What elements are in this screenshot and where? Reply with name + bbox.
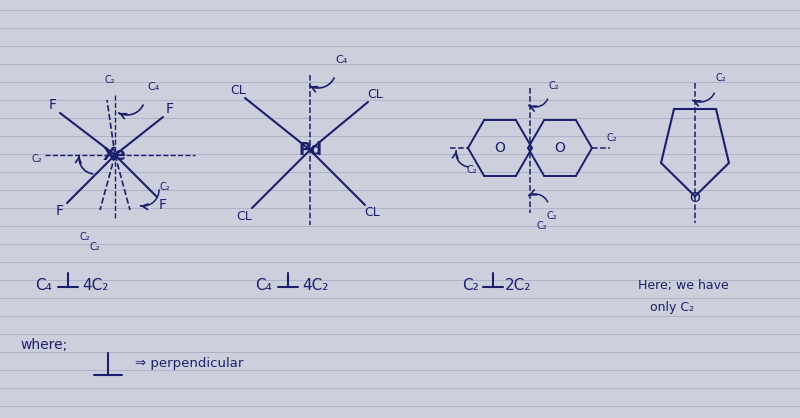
Text: Xe: Xe <box>103 146 127 164</box>
Text: C₂: C₂ <box>160 182 170 192</box>
Text: C₄: C₄ <box>35 278 52 293</box>
Text: C₄: C₄ <box>255 278 272 293</box>
Text: CL: CL <box>236 209 252 222</box>
Text: CL: CL <box>367 87 383 100</box>
Text: C₂: C₂ <box>549 81 559 91</box>
Text: O: O <box>494 141 506 155</box>
Text: F: F <box>49 98 57 112</box>
Text: only C₂: only C₂ <box>650 301 694 314</box>
Text: C₂: C₂ <box>537 221 547 231</box>
Text: C₂: C₂ <box>466 165 478 175</box>
Text: C₄: C₄ <box>147 82 159 92</box>
Text: O: O <box>690 191 701 205</box>
Text: 4C₂: 4C₂ <box>82 278 108 293</box>
Text: C₂: C₂ <box>105 75 115 85</box>
Text: C₂: C₂ <box>32 154 42 164</box>
Text: C₂: C₂ <box>80 232 90 242</box>
Text: where;: where; <box>20 338 67 352</box>
Text: F: F <box>56 204 64 218</box>
Text: O: O <box>554 141 566 155</box>
Text: C₂: C₂ <box>716 73 726 83</box>
Text: C₂: C₂ <box>90 242 100 252</box>
Text: 2C₂: 2C₂ <box>505 278 531 293</box>
Text: C₂: C₂ <box>546 211 558 221</box>
Text: CL: CL <box>364 206 380 219</box>
Text: F: F <box>159 198 167 212</box>
Text: CL: CL <box>230 84 246 97</box>
Text: F: F <box>166 102 174 116</box>
Text: C₂: C₂ <box>606 133 618 143</box>
Text: 4C₂: 4C₂ <box>302 278 328 293</box>
Text: C₄: C₄ <box>336 55 348 65</box>
Text: ⇒ perpendicular: ⇒ perpendicular <box>135 357 243 370</box>
Text: C₂: C₂ <box>462 278 478 293</box>
Text: Here; we have: Here; we have <box>638 278 729 291</box>
Text: Pd: Pd <box>298 141 322 159</box>
